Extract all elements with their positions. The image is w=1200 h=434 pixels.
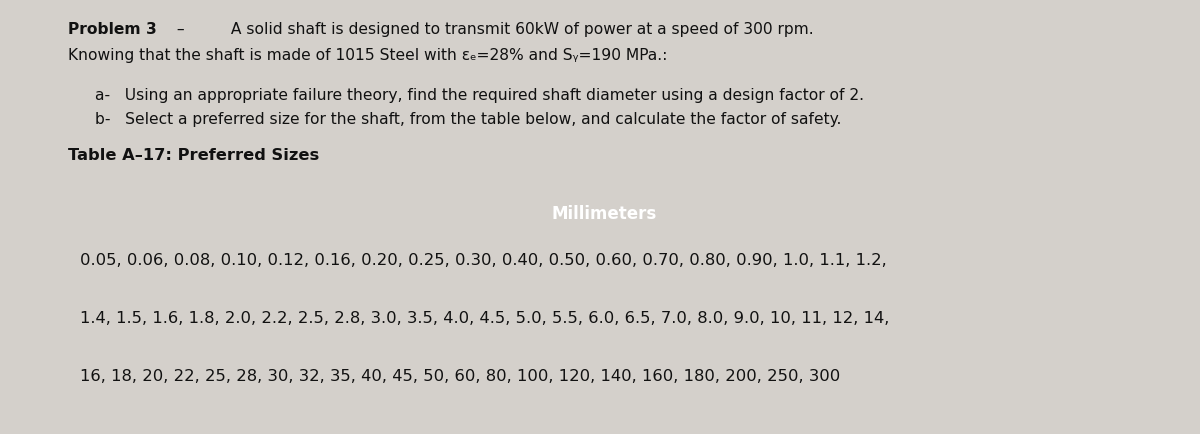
- Text: Table A–17: Preferred Sizes: Table A–17: Preferred Sizes: [68, 148, 319, 163]
- Text: 16, 18, 20, 22, 25, 28, 30, 32, 35, 40, 45, 50, 60, 80, 100, 120, 140, 160, 180,: 16, 18, 20, 22, 25, 28, 30, 32, 35, 40, …: [80, 368, 840, 383]
- Text: 0.05, 0.06, 0.08, 0.10, 0.12, 0.16, 0.20, 0.25, 0.30, 0.40, 0.50, 0.60, 0.70, 0.: 0.05, 0.06, 0.08, 0.10, 0.12, 0.16, 0.20…: [80, 253, 887, 267]
- Text: a-   Using an appropriate failure theory, find the required shaft diameter using: a- Using an appropriate failure theory, …: [95, 88, 864, 103]
- Text: A solid shaft is designed to transmit 60kW of power at a speed of 300 rpm.: A solid shaft is designed to transmit 60…: [187, 22, 814, 37]
- Text: Millimeters: Millimeters: [551, 204, 656, 223]
- Text: Problem 3: Problem 3: [68, 22, 157, 37]
- Text: b-   Select a preferred size for the shaft, from the table below, and calculate : b- Select a preferred size for the shaft…: [95, 112, 841, 127]
- Text: 1.4, 1.5, 1.6, 1.8, 2.0, 2.2, 2.5, 2.8, 3.0, 3.5, 4.0, 4.5, 5.0, 5.5, 6.0, 6.5, : 1.4, 1.5, 1.6, 1.8, 2.0, 2.2, 2.5, 2.8, …: [80, 310, 889, 325]
- Text: –: –: [173, 22, 185, 37]
- Text: Knowing that the shaft is made of 1015 Steel with εₑ=28% and Sᵧ=190 MPa.:: Knowing that the shaft is made of 1015 S…: [68, 48, 667, 63]
